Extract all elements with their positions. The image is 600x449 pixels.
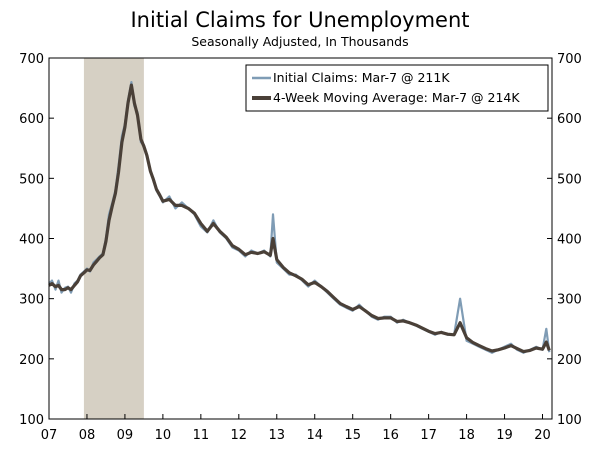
left-axis: 100 200 300 400 500 600 700 xyxy=(19,52,54,428)
right-tick-label: 600 xyxy=(557,112,582,127)
x-axis: 07 08 09 10 11 12 13 14 15 16 17 18 19 20 xyxy=(41,414,551,443)
right-tick-label: 100 xyxy=(557,413,582,428)
x-tick-label: 20 xyxy=(534,428,551,443)
x-tick-label: 17 xyxy=(420,428,437,443)
left-tick-label: 400 xyxy=(19,233,44,248)
legend: Initial Claims: Mar-7 @ 211K 4-Week Movi… xyxy=(245,64,549,112)
x-tick-label: 15 xyxy=(344,428,361,443)
legend-label-moving-average: 4-Week Moving Average: Mar-7 @ 214K xyxy=(273,90,520,105)
left-tick-label: 200 xyxy=(19,353,44,368)
right-tick-label: 500 xyxy=(557,172,582,187)
right-tick-label: 200 xyxy=(557,353,582,368)
x-tick-label: 13 xyxy=(269,428,286,443)
legend-box xyxy=(245,64,549,112)
plot-area xyxy=(48,57,553,420)
x-tick-label: 12 xyxy=(231,428,248,443)
x-tick-label: 08 xyxy=(79,428,96,443)
x-tick-label: 14 xyxy=(306,428,323,443)
left-tick-label: 500 xyxy=(19,172,44,187)
x-tick-label: 18 xyxy=(458,428,475,443)
right-axis: 100 200 300 400 500 600 700 xyxy=(547,52,582,428)
series-line-moving-average xyxy=(48,83,551,354)
legend-label-initial-claims: Initial Claims: Mar-7 @ 211K xyxy=(273,70,450,85)
right-tick-label: 400 xyxy=(557,233,582,248)
x-tick-label: 16 xyxy=(382,428,399,443)
left-tick-label: 700 xyxy=(19,52,44,67)
x-tick-label: 19 xyxy=(496,428,513,443)
left-tick-label: 100 xyxy=(19,413,44,428)
x-tick-label: 10 xyxy=(155,428,172,443)
x-tick-label: 11 xyxy=(193,428,210,443)
x-tick-label: 09 xyxy=(117,428,134,443)
right-tick-label: 300 xyxy=(557,293,582,308)
right-tick-label: 700 xyxy=(557,52,582,67)
x-tick-label: 07 xyxy=(41,428,58,443)
chart-subtitle: Seasonally Adjusted, In Thousands xyxy=(191,34,408,49)
chart-title: Initial Claims for Unemployment xyxy=(130,8,469,32)
series-layer xyxy=(48,80,551,354)
recession-band xyxy=(83,58,144,419)
left-tick-label: 300 xyxy=(19,293,44,308)
left-tick-label: 600 xyxy=(19,112,44,127)
